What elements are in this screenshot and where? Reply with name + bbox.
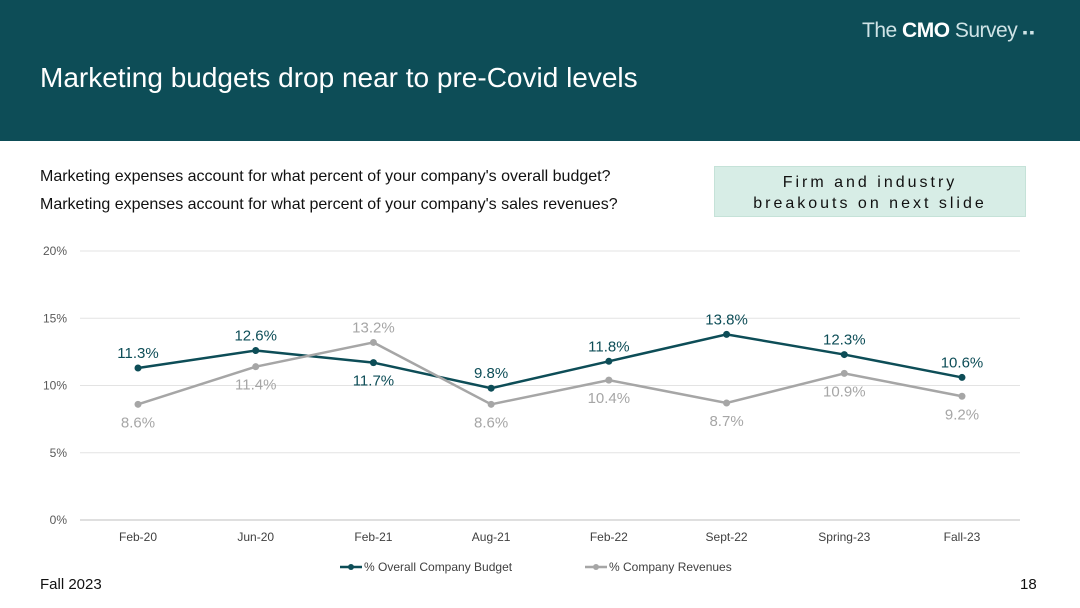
page-title: Marketing budgets drop near to pre-Covid…: [40, 62, 638, 93]
y-tick-label: 5%: [50, 446, 68, 460]
x-tick-label: Fall-23: [944, 530, 981, 544]
data-point: [134, 364, 142, 372]
x-tick-label: Feb-20: [119, 530, 157, 544]
data-label: 12.3%: [823, 332, 866, 349]
question-budget: Marketing expenses account for what perc…: [40, 168, 611, 185]
x-tick-label: Aug-21: [472, 530, 511, 544]
data-label: 11.4%: [235, 377, 276, 394]
data-label: 12.6%: [234, 328, 277, 345]
data-label: 11.8%: [588, 338, 629, 355]
x-tick-label: Feb-21: [354, 530, 392, 544]
data-point: [487, 400, 495, 408]
data-point: [958, 373, 966, 381]
data-point: [369, 359, 377, 367]
data-point: [723, 330, 731, 338]
data-label: 10.4%: [588, 390, 631, 407]
question-revenue: Marketing expenses account for what perc…: [40, 196, 618, 213]
data-point: [723, 399, 731, 407]
data-label: 13.8%: [705, 311, 748, 328]
footer-season: Fall 2023: [40, 576, 102, 593]
data-label: 9.8%: [474, 365, 508, 382]
data-point: [134, 400, 142, 408]
breakouts-callout: Firm and industry breakouts on next slid…: [714, 166, 1026, 217]
data-point: [840, 369, 848, 377]
data-point: [369, 338, 377, 346]
data-label: 10.6%: [941, 354, 984, 371]
legend-marker: [593, 564, 599, 570]
data-point: [958, 392, 966, 400]
legend-marker: [348, 564, 354, 570]
x-tick-label: Jun-20: [237, 530, 274, 544]
y-tick-label: 20%: [43, 244, 67, 258]
callout-line: breakouts on next slide: [753, 195, 987, 212]
callout-line: Firm and industry: [782, 174, 958, 191]
y-tick-label: 0%: [50, 513, 68, 527]
data-label: 13.2%: [352, 319, 395, 336]
y-tick-label: 15%: [43, 311, 67, 325]
data-label: 11.3%: [117, 345, 158, 362]
data-label: 9.2%: [945, 406, 979, 423]
cmo-survey-logo: The CMO Survey ▪▪: [862, 19, 1037, 42]
x-tick-label: Sept-22: [706, 530, 748, 544]
page-number: 18: [1020, 576, 1037, 593]
x-tick-label: Feb-22: [590, 530, 628, 544]
data-label: 11.7%: [353, 373, 394, 390]
data-point: [252, 363, 260, 371]
data-label: 8.7%: [709, 413, 743, 430]
data-point: [605, 376, 613, 384]
data-point: [252, 347, 260, 355]
data-label: 8.6%: [121, 414, 155, 431]
header-bar: Marketing budgets drop near to pre-Covid…: [0, 0, 1080, 141]
series-line-0: [137, 333, 963, 390]
y-tick-label: 10%: [43, 379, 67, 393]
legend-label: % Overall Company Budget: [364, 560, 513, 574]
data-label: 8.6%: [474, 414, 508, 431]
data-point: [840, 351, 848, 359]
data-point: [605, 357, 613, 365]
data-point: [487, 384, 495, 392]
data-label: 10.9%: [823, 383, 866, 400]
series-line-1: [137, 341, 963, 406]
legend-label: % Company Revenues: [609, 560, 732, 574]
x-tick-label: Spring-23: [818, 530, 870, 544]
